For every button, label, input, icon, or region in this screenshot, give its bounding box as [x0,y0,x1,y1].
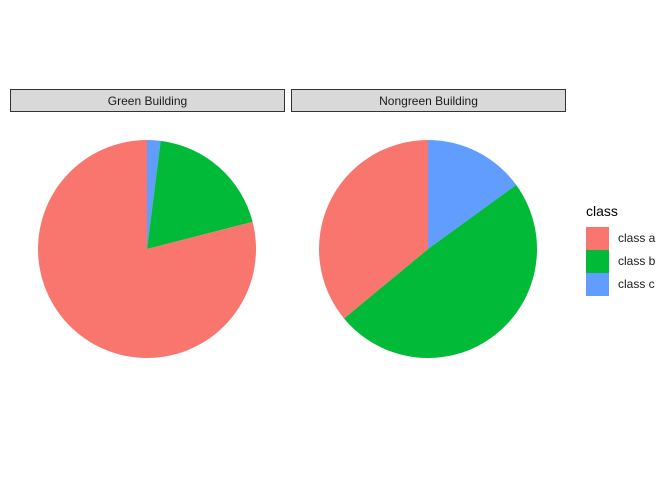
legend-key-class-b [586,250,609,273]
pie-slice-class-a-panel-1 [37,140,257,358]
facet-strip-green-building: Green Building [10,89,285,112]
pie-slice-class-b-panel-2 [344,184,537,358]
legend-label-class-c: class c [618,277,655,291]
pie-slice-class-a-panel-2 [318,140,428,319]
pie-slice-class-b-panel-1 [147,140,253,249]
legend-label-class-a: class a [618,231,656,245]
pie-slice-class-c-panel-1 [147,140,161,249]
legend-key-class-c [586,273,609,296]
pie-slice-class-c-panel-2 [428,140,517,249]
legend-label-class-b: class b [618,254,656,268]
legend-key-class-a [586,227,609,250]
legend-title: class [586,203,618,219]
facet-strip-nongreen-building: Nongreen Building [291,89,566,112]
